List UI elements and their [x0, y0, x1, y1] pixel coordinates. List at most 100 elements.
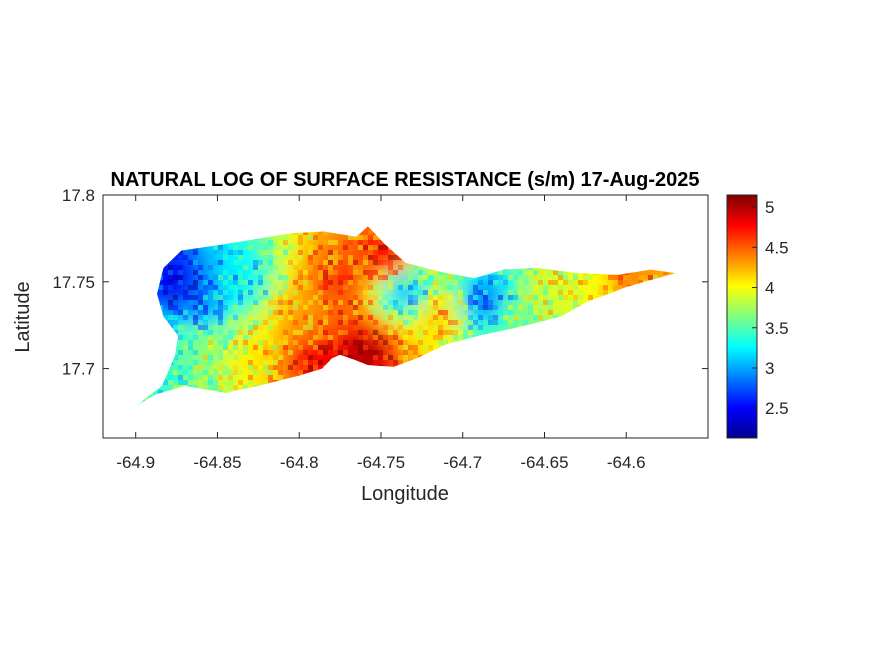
texture-cell	[648, 380, 653, 385]
field-cell	[474, 414, 484, 424]
texture-cell	[693, 285, 698, 290]
texture-cell	[338, 350, 343, 355]
texture-cell	[503, 275, 508, 280]
texture-cell	[593, 390, 598, 395]
texture-cell	[403, 375, 408, 380]
texture-cell	[663, 340, 668, 345]
field-cell	[210, 262, 220, 272]
field-cell	[594, 310, 604, 320]
texture-cell	[333, 360, 338, 365]
texture-cell	[523, 390, 528, 395]
texture-cell	[443, 380, 448, 385]
texture-cell	[383, 260, 388, 265]
field-cell	[562, 406, 572, 416]
field-cell	[362, 406, 372, 416]
texture-cell	[648, 226, 653, 230]
field-cell	[498, 406, 508, 416]
field-cell	[418, 358, 428, 368]
texture-cell	[528, 325, 533, 330]
texture-cell	[258, 385, 263, 390]
texture-cell	[578, 245, 583, 250]
texture-cell	[468, 275, 473, 280]
texture-cell	[348, 400, 353, 405]
texture-cell	[618, 265, 623, 270]
texture-cell	[563, 415, 568, 420]
texture-cell	[478, 415, 483, 420]
texture-cell	[333, 345, 338, 350]
texture-cell	[413, 360, 418, 365]
texture-cell	[393, 255, 398, 260]
field-cell	[290, 226, 300, 232]
texture-cell	[613, 300, 618, 305]
field-cell	[154, 398, 164, 405]
texture-cell	[488, 370, 493, 375]
texture-cell	[378, 245, 383, 250]
field-cell	[154, 262, 164, 272]
texture-cell	[253, 305, 258, 310]
texture-cell	[558, 295, 563, 300]
texture-cell	[273, 280, 278, 285]
field-cell	[137, 334, 140, 344]
texture-cell	[348, 375, 353, 380]
texture-cell	[418, 310, 423, 315]
field-cell	[506, 350, 516, 360]
texture-cell	[553, 405, 558, 410]
field-cell	[498, 254, 508, 264]
field-cell	[250, 406, 260, 416]
texture-cell	[333, 385, 338, 390]
texture-cell	[658, 330, 663, 335]
field-cell	[226, 414, 236, 424]
field-cell	[290, 390, 300, 400]
texture-cell	[218, 385, 223, 390]
texture-cell	[228, 350, 233, 355]
texture-cell	[137, 240, 138, 245]
field-cell	[378, 358, 388, 368]
texture-cell	[688, 325, 693, 330]
texture-cell	[183, 400, 188, 405]
field-cell	[634, 382, 644, 392]
texture-cell	[688, 295, 693, 300]
field-cell	[482, 350, 492, 360]
texture-cell	[443, 235, 448, 240]
field-cell	[650, 326, 660, 336]
texture-cell	[433, 230, 438, 235]
texture-cell	[173, 275, 178, 280]
field-cell	[362, 350, 372, 360]
texture-cell	[558, 325, 563, 330]
texture-cell	[448, 390, 453, 395]
field-cell	[610, 302, 620, 312]
texture-cell	[268, 260, 273, 265]
field-cell	[378, 230, 388, 240]
texture-cell	[573, 295, 578, 300]
texture-cell	[443, 345, 448, 350]
texture-cell	[533, 285, 538, 290]
field-cell	[674, 310, 676, 320]
texture-cell	[203, 310, 208, 315]
field-cell	[450, 398, 460, 405]
texture-cell	[408, 270, 413, 275]
field-cell	[498, 358, 508, 368]
texture-cell	[208, 375, 213, 380]
texture-cell	[613, 400, 618, 405]
texture-cell	[253, 325, 258, 330]
texture-cell	[453, 415, 458, 420]
field-cell	[682, 270, 692, 280]
texture-cell	[558, 265, 563, 270]
field-cell	[642, 342, 652, 352]
texture-cell	[338, 290, 343, 295]
texture-cell	[508, 285, 513, 290]
field-cell	[674, 350, 676, 360]
field-cell	[626, 382, 636, 392]
field-cell	[178, 398, 188, 405]
texture-cell	[383, 305, 388, 310]
texture-cell	[343, 230, 348, 235]
texture-cell	[478, 280, 483, 285]
texture-cell	[583, 215, 588, 220]
texture-cell	[218, 275, 223, 280]
texture-cell	[403, 240, 408, 245]
texture-cell	[148, 240, 153, 245]
field-cell	[266, 246, 276, 256]
texture-cell	[373, 255, 378, 260]
texture-cell	[243, 240, 248, 245]
texture-cell	[643, 320, 648, 325]
